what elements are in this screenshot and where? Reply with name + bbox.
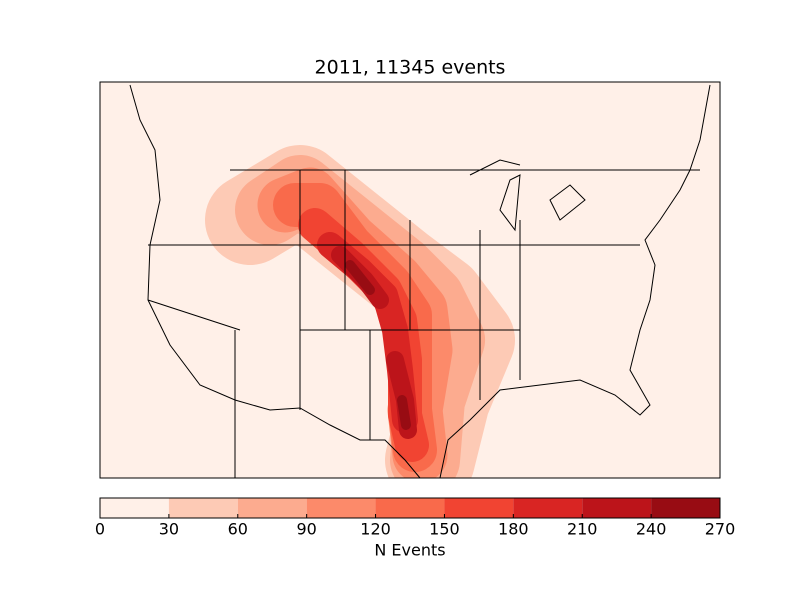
- chart-title: 2011, 11345 events: [315, 57, 506, 79]
- colorbar-label: N Events: [374, 541, 445, 560]
- colorbar-segment: [100, 498, 169, 518]
- colorbar-tick-label: 180: [498, 520, 529, 539]
- colorbar-segment: [375, 498, 445, 518]
- colorbar: 0 30 60 90 120 150 180 210 240 270: [95, 498, 735, 539]
- colorbar-segment: [651, 498, 720, 518]
- colorbar-tick-label: 30: [159, 520, 179, 539]
- map-outline: [129, 84, 711, 478]
- map-frame: [99, 81, 721, 479]
- colorbar-segment: [168, 498, 238, 518]
- colorbar-tick-label: 270: [705, 520, 736, 539]
- colorbar-tick-label: 150: [429, 520, 460, 539]
- colorbar-segment: [237, 498, 307, 518]
- colorbar-segment: [513, 498, 583, 518]
- colorbar-tick-label: 90: [296, 520, 316, 539]
- colorbar-segment: [444, 498, 514, 518]
- colorbar-tick-label: 60: [228, 520, 248, 539]
- contour-band: [345, 260, 375, 295]
- colorbar-frame: [99, 497, 721, 519]
- colorbar-tick-label: 240: [636, 520, 667, 539]
- colorbar-tick-label: 210: [567, 520, 598, 539]
- map: [100, 82, 720, 478]
- colorbar-tick-label: 0: [95, 520, 105, 539]
- colorbar-segment: [306, 498, 376, 518]
- colorbar-tick-label: 120: [360, 520, 391, 539]
- contour-band: [397, 395, 411, 430]
- colorbar-segment: [582, 498, 652, 518]
